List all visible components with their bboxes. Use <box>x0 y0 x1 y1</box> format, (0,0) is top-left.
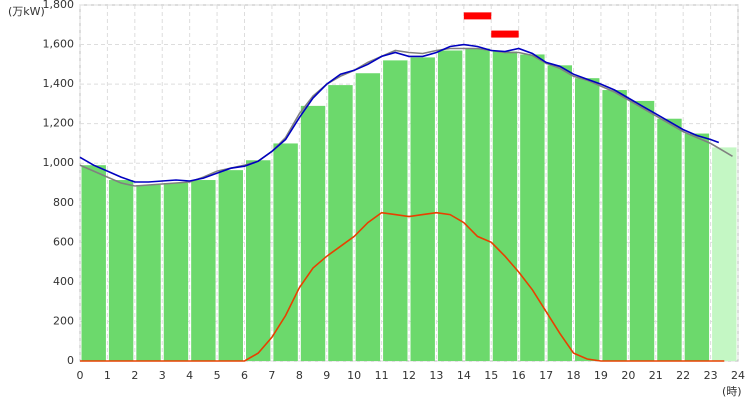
y-tick-label: 1,000 <box>43 156 75 169</box>
x-tick-label: 7 <box>268 369 275 382</box>
y-tick-label: 1,200 <box>43 117 75 130</box>
y-tick-label: 1,800 <box>43 0 75 11</box>
bar <box>136 184 161 361</box>
y-tick-label: 1,600 <box>43 38 75 51</box>
bar <box>437 50 463 361</box>
x-tick-label: 19 <box>594 369 608 382</box>
x-tick-label: 5 <box>214 369 221 382</box>
x-tick-label: 9 <box>323 369 330 382</box>
x-tick-label: 8 <box>296 369 303 382</box>
bar <box>575 78 600 361</box>
peak-marker <box>491 30 519 38</box>
x-tick-label: 12 <box>402 369 416 382</box>
line <box>80 211 725 362</box>
peak-marker <box>463 12 492 20</box>
bar <box>191 180 216 361</box>
bar <box>712 147 737 361</box>
bar <box>163 183 189 361</box>
bar <box>108 180 134 361</box>
y-tick-label: 0 <box>67 354 74 367</box>
bar <box>81 165 106 361</box>
x-tick-label: 18 <box>567 369 581 382</box>
bar <box>629 100 655 361</box>
bar <box>684 133 710 361</box>
bar <box>246 160 271 361</box>
bar <box>547 65 572 362</box>
x-tick-label: 3 <box>159 369 166 382</box>
x-tick-label: 17 <box>539 369 553 382</box>
x-tick-label: 4 <box>186 369 193 382</box>
bar <box>465 48 490 362</box>
x-tick-label: 11 <box>375 369 389 382</box>
bar <box>300 105 326 361</box>
bar <box>492 51 518 361</box>
x-tick-label: 24 <box>731 369 745 382</box>
x-tick-label: 22 <box>676 369 690 382</box>
line <box>79 43 720 183</box>
bar <box>383 60 408 361</box>
x-tick-label: 16 <box>512 369 526 382</box>
y-tick-label: 400 <box>53 275 74 288</box>
x-tick-label: 1 <box>104 369 111 382</box>
x-tick-label: 6 <box>241 369 248 382</box>
y-tick-label: 200 <box>53 314 74 327</box>
bar <box>602 90 627 362</box>
y-tick-label: 1,400 <box>43 77 75 90</box>
x-tick-label: 20 <box>621 369 635 382</box>
x-tick-label: 13 <box>429 369 443 382</box>
y-tick-label: 600 <box>53 235 74 248</box>
x-tick-label: 23 <box>704 369 718 382</box>
y-tick-label: 800 <box>53 196 74 209</box>
x-unit: (時) <box>722 385 742 398</box>
bar <box>657 118 682 361</box>
bar <box>328 85 353 361</box>
line <box>79 47 733 187</box>
x-tick-label: 0 <box>77 369 84 382</box>
bar <box>218 170 243 361</box>
bar <box>410 57 435 362</box>
x-tick-label: 2 <box>131 369 138 382</box>
bar <box>520 54 545 361</box>
x-tick-label: 15 <box>484 369 498 382</box>
x-tick-label: 21 <box>649 369 663 382</box>
y-unit: (万kW) <box>8 5 45 18</box>
x-tick-label: 10 <box>347 369 361 382</box>
bar <box>273 143 298 361</box>
x-tick-label: 14 <box>457 369 471 382</box>
